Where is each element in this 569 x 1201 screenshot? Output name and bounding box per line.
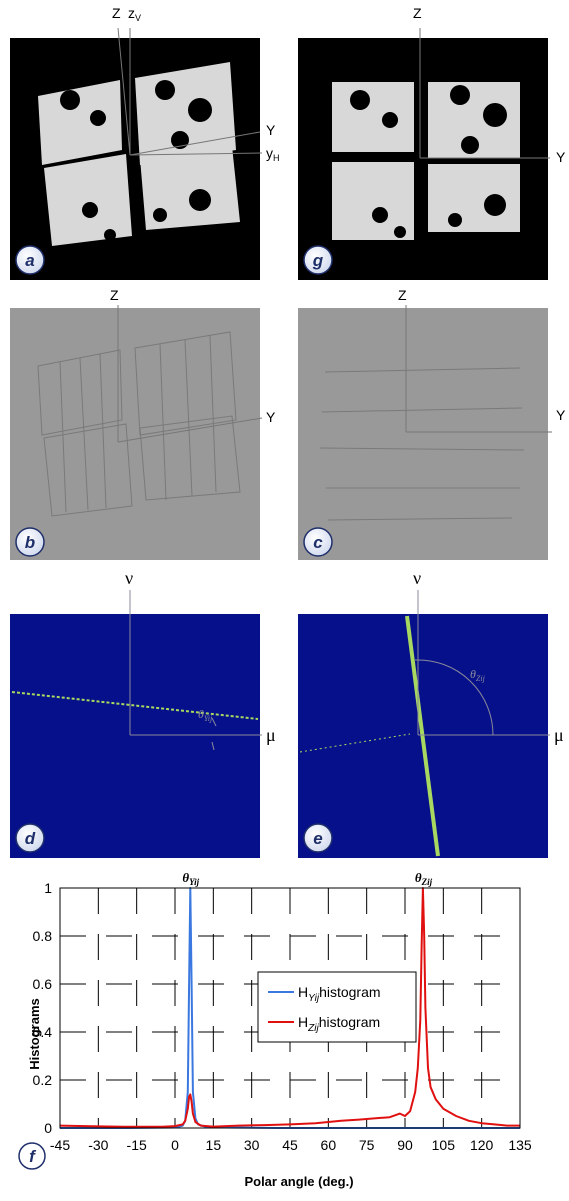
panel-c-edge-illustration [319,367,525,521]
panel-c: Z Y c [298,287,566,560]
panel-b-z-label: Z [110,287,119,303]
panel-a-badge: a [15,245,45,275]
panel-d-theta-pointer-bottom [211,741,215,751]
series-line-hz [59,887,520,1128]
panel-b-badge: b [15,527,45,557]
x-tick-label: 120 [470,1137,494,1153]
x-tick-label: 30 [244,1137,260,1153]
panel-b-y-axis [117,417,263,443]
legend-entry-hy: HYijhistogram [298,984,381,1004]
panel-d: ν μ θYij d [10,568,276,858]
panel-d-axes [129,590,262,751]
panel-b-axes [117,305,263,443]
panel-d-image [10,614,260,858]
panel-g-facade-dark-patches [350,85,507,238]
chart-legend: HYijhistogram HZijhistogram [257,971,417,1043]
panel-e-axes [414,590,550,736]
panel-e: ν μ θZij e [298,568,564,858]
panel-d-u-label: μ [266,725,276,745]
x-tick-label: 135 [508,1137,532,1153]
panel-a: Z zV Y yH a [10,5,280,280]
panel-e-v-label: ν [413,568,421,588]
legend-box [257,971,417,1043]
panel-a-zv-label: zV [128,5,141,23]
panel-a-zv-axis [117,27,131,156]
panel-d-theta-label: θYij [198,707,213,723]
panel-a-z-label: Z [112,5,121,21]
panel-g: Z Y g [298,5,566,280]
legend-entry-hz: HZijhistogram [298,1014,380,1034]
x-tick-label: 45 [282,1137,298,1153]
svg-text:e: e [313,829,322,848]
panel-e-spectrum-line [405,615,440,857]
panel-g-y-label: Y [556,149,566,165]
panel-g-image [298,38,548,280]
panel-g-badge: g [303,245,333,275]
panel-g-axes [419,28,550,159]
chart-tick-labels: -45 -30 -15 0 15 30 45 60 75 90 105 120 135 0 0.2 0.4 0.… [33,880,532,1153]
x-tick-label: 60 [321,1137,337,1153]
x-tick-label: 75 [359,1137,375,1153]
chart-x-axis-label: Polar angle (deg.) [244,1174,353,1189]
y-tick-label: 0.6 [33,976,53,992]
panel-d-theta-pointer-top [211,717,217,727]
svg-text:b: b [25,533,35,552]
x-tick-label: -30 [88,1137,108,1153]
panel-a-axes [117,27,263,156]
panel-f-chart: -45 -30 -15 0 15 30 45 60 75 90 105 120 135 0 0.2 0.4 0.… [18,870,532,1189]
panel-a-yh-label: yH [266,145,280,163]
x-tick-label: 90 [397,1137,413,1153]
chart-plot-frame [59,887,521,1129]
panel-a-facade-dark-patches [60,80,212,241]
panel-g-z-label: Z [413,5,422,21]
x-tick-label: -45 [50,1137,70,1153]
panel-c-z-label: Z [398,287,407,303]
x-tick-label: 15 [206,1137,222,1153]
peak-label-theta-z: θZij [415,870,433,887]
x-tick-label: -15 [127,1137,147,1153]
svg-text:a: a [25,251,34,270]
y-tick-label: 0.8 [33,928,53,944]
panel-b: Z Y b [10,287,276,560]
panel-d-v-label: ν [125,568,133,588]
panel-b-edge-illustration [37,331,241,517]
panel-d-badge: d [15,823,45,853]
panel-c-image [298,308,548,560]
y-tick-label: 0 [44,1120,52,1136]
panel-a-yh-axis [129,152,263,156]
panel-e-secondary-line [299,733,411,753]
svg-text:c: c [313,533,323,552]
panel-c-badge: c [303,527,333,557]
panel-a-y-label: Y [266,122,276,138]
y-tick-label: 0.2 [33,1072,53,1088]
panel-a-y-axis [129,131,261,156]
panel-c-axes [405,305,552,433]
panel-f-badge: f [18,1142,46,1170]
panel-d-spectrum-line [11,691,259,720]
panel-e-u-label: μ [554,725,564,745]
panel-e-theta-arc [414,659,494,736]
chart-y-axis-label: Histograms [27,998,42,1070]
panel-b-y-label: Y [266,409,276,425]
panel-e-theta-label: θZij [470,667,486,683]
svg-text:f: f [29,1147,37,1166]
svg-text:d: d [25,829,36,848]
panel-c-y-label: Y [556,407,566,423]
chart-peak-labels: θYij θZij [182,870,432,887]
panel-e-badge: e [303,823,333,853]
peak-label-theta-y: θYij [182,870,199,887]
x-tick-label: 0 [171,1137,179,1153]
y-tick-label: 1 [44,880,52,896]
y-tick-label: 0.4 [33,1024,53,1040]
x-tick-label: 105 [432,1137,456,1153]
svg-text:g: g [312,251,324,270]
